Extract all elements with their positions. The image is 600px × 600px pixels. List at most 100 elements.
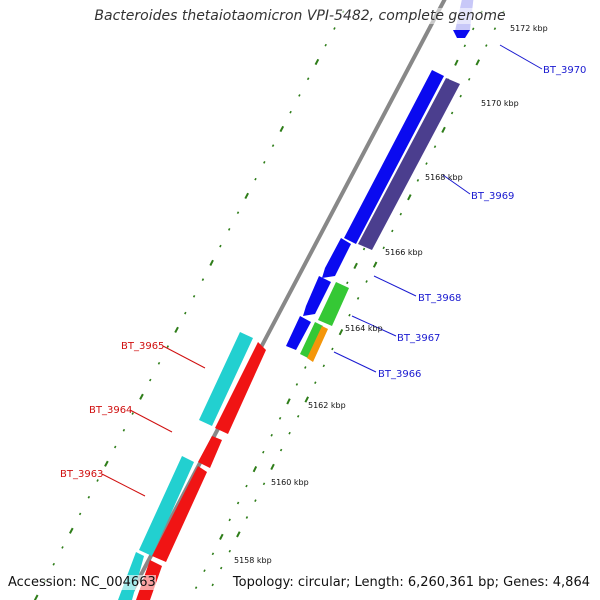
gene-label-bt3969[interactable]: BT_3969	[471, 191, 514, 202]
major-tick	[219, 533, 224, 540]
major-tick	[279, 125, 285, 133]
major-tick	[304, 396, 309, 403]
minor-tick	[296, 415, 300, 418]
gene-label-bt3964[interactable]: BT_3964	[89, 405, 132, 416]
minor-tick	[122, 428, 126, 432]
gene-label-bt3963[interactable]: BT_3963	[60, 469, 103, 480]
minor-tick	[245, 516, 249, 519]
scale-label: 5168 kbp	[425, 173, 463, 182]
minor-tick	[278, 416, 282, 420]
minor-tick	[356, 297, 360, 300]
gene-bt3966-orange-feature[interactable]	[307, 326, 328, 362]
minor-tick	[228, 518, 231, 522]
minor-tick	[416, 179, 420, 182]
scale-label: 5158 kbp	[234, 556, 272, 565]
major-tick	[407, 194, 412, 201]
minor-tick	[331, 347, 334, 351]
scale-label: 5170 kbp	[481, 99, 519, 108]
minor-tick	[236, 501, 240, 505]
gene-label-bt3967[interactable]: BT_3967	[397, 333, 440, 344]
minor-tick	[346, 281, 349, 285]
minor-tick	[228, 549, 232, 553]
connector-bt3965	[162, 345, 206, 369]
gene-label-bt3970[interactable]: BT_3970	[543, 65, 586, 76]
minor-tick	[166, 345, 170, 348]
connector-bt3967	[351, 315, 397, 337]
major-tick	[33, 594, 39, 600]
gene-bt3964-red-feature[interactable]	[198, 436, 222, 468]
minor-tick	[227, 228, 231, 231]
gene-bt3963-red-feature[interactable]	[152, 466, 207, 562]
minor-tick	[203, 569, 206, 573]
gene-features	[118, 0, 474, 600]
scale-label: 5160 kbp	[271, 478, 309, 487]
major-tick	[353, 262, 358, 270]
minor-tick	[298, 94, 301, 97]
gene-bt3966-green-feature[interactable]	[300, 322, 323, 358]
gene-bt3965-red-feature[interactable]	[215, 342, 266, 434]
gene-bt3968-feature[interactable]	[322, 238, 351, 278]
minor-tick	[245, 484, 248, 488]
major-tick	[454, 59, 459, 66]
minor-tick	[391, 229, 394, 233]
minor-tick	[314, 381, 317, 384]
minor-tick	[194, 586, 198, 589]
outer-tick-row	[211, 10, 505, 587]
label-connectors	[101, 44, 543, 497]
major-tick	[104, 460, 109, 467]
minor-tick	[271, 144, 275, 148]
topology-summary: Topology: circular; Length: 6,260,361 bp…	[232, 575, 590, 590]
major-tick	[69, 527, 74, 534]
major-tick	[244, 192, 249, 200]
minor-tick	[263, 161, 266, 164]
connector-bt3964	[129, 409, 173, 433]
gene-label-bt3968[interactable]: BT_3968	[418, 293, 461, 304]
minor-tick	[201, 278, 205, 281]
minor-tick	[157, 361, 161, 365]
minor-tick	[459, 94, 462, 98]
minor-tick	[219, 566, 223, 570]
minor-tick	[87, 495, 91, 499]
minor-tick	[289, 110, 292, 114]
gene-bt3970-arrow[interactable]	[453, 30, 470, 38]
major-tick	[338, 328, 344, 336]
gene-bt3969-forward-feature[interactable]	[344, 70, 444, 244]
gene-bt3967-green-feature[interactable]	[318, 282, 349, 326]
minor-tick	[192, 295, 196, 298]
minor-tick	[365, 280, 368, 283]
gene-bt3969-reverse-feature[interactable]	[358, 78, 460, 250]
major-tick	[314, 58, 320, 66]
minor-tick	[236, 211, 240, 214]
minor-tick	[254, 499, 257, 502]
minor-tick	[399, 212, 403, 216]
gene-label-bt3965[interactable]: BT_3965	[121, 341, 164, 352]
map-title: Bacteroides thetaiotaomicron VPI-5482, c…	[0, 8, 600, 24]
minor-tick	[78, 512, 82, 516]
gene-bt3966-feature[interactable]	[286, 316, 311, 350]
minor-tick	[61, 546, 64, 549]
minor-tick	[288, 431, 291, 435]
minor-tick	[184, 311, 187, 315]
major-tick	[139, 393, 144, 400]
gene-label-bt3966[interactable]: BT_3966	[378, 369, 421, 380]
scale-label: 5172 kbp	[510, 24, 548, 33]
scale-label: 5166 kbp	[385, 248, 423, 257]
scale-label: 5162 kbp	[308, 401, 346, 410]
gene-bt3967-feature[interactable]	[303, 276, 331, 316]
accession-label: Accession: NC_004663	[8, 575, 156, 590]
major-tick	[441, 126, 446, 133]
gene-bt3963-cyan-feature[interactable]	[139, 456, 194, 556]
gene-bt3965-cyan-feature[interactable]	[199, 332, 253, 426]
minor-tick	[333, 27, 336, 30]
genome-backbone	[125, 0, 447, 600]
scale-label: 5164 kbp	[345, 324, 383, 333]
minor-tick	[254, 177, 257, 181]
major-tick	[475, 59, 480, 66]
minor-tick	[322, 364, 326, 368]
minor-tick	[113, 445, 117, 449]
minor-tick	[211, 583, 214, 587]
minor-tick	[149, 378, 152, 382]
minor-tick	[262, 482, 266, 486]
minor-tick	[262, 450, 265, 454]
